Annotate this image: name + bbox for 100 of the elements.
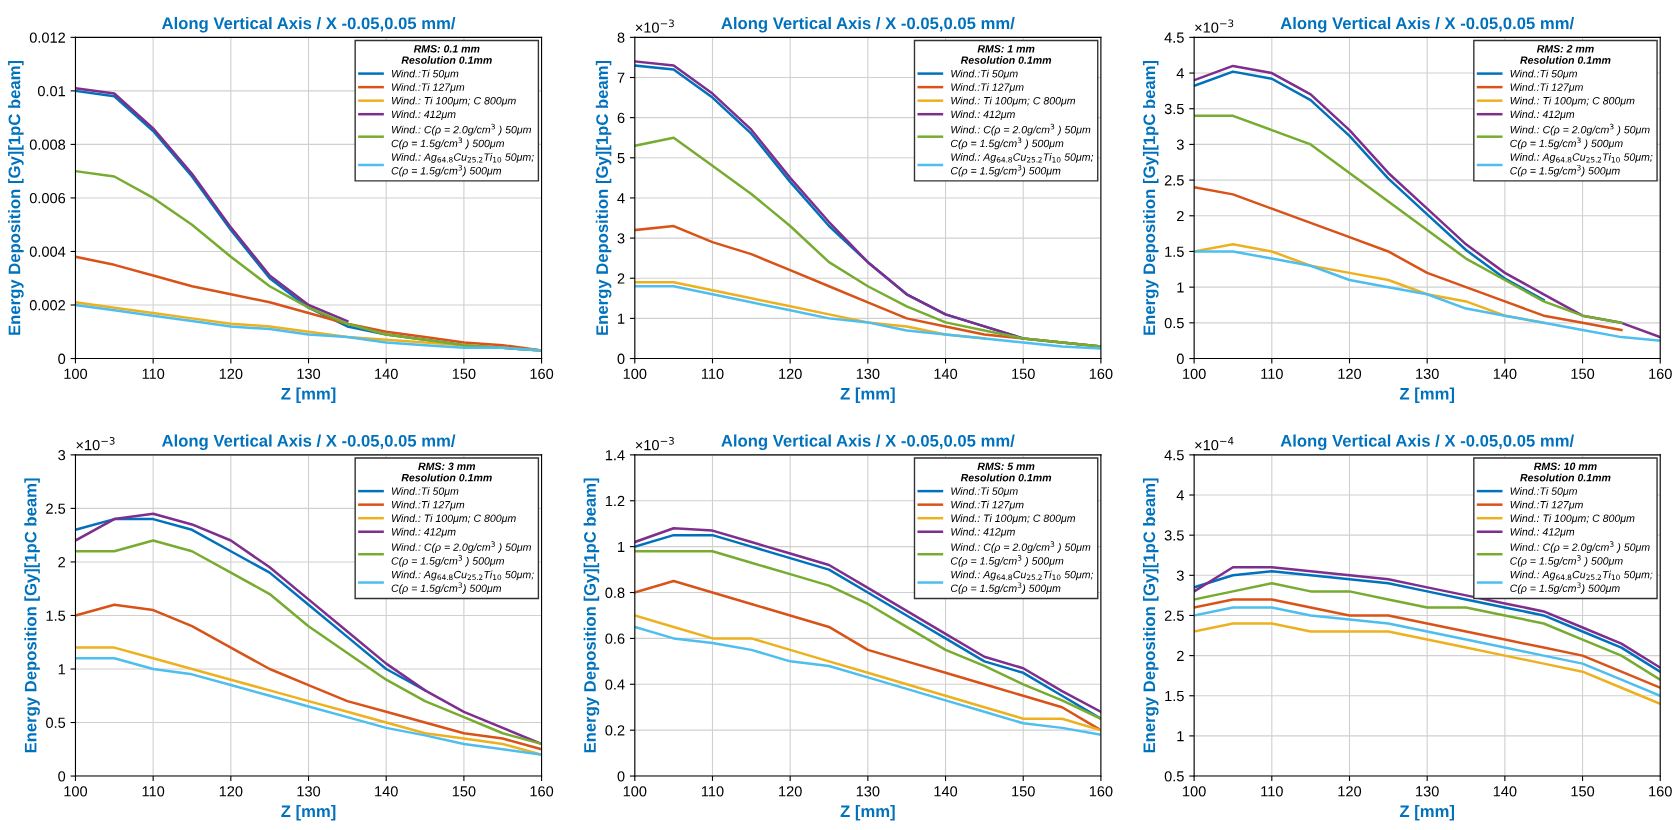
x-tick-label: 160: [1649, 368, 1672, 379]
line-series: [75, 86, 349, 323]
line-series: [75, 603, 542, 751]
x-axis-title: Z [mm]: [840, 387, 895, 403]
legend-title: RMS: 0.1 mm Resolution 0.1mm: [401, 45, 492, 64]
y-tick-label: 0.5: [46, 717, 66, 728]
x-tick-label: 160: [530, 368, 554, 379]
text: Wind.: Ag$_{64.8}$Cu$_{25.2}$Ti$_{10}$ 50μm; C(ρ = 1.5g/cm$^{3}$) 500μm: [391, 570, 534, 595]
chart-title: Along Vertical Axis / X -0.05,0.05 mm/: [1280, 434, 1574, 451]
y-tick-label: 4: [1176, 68, 1184, 79]
y-axis-title: Energy Deposition [Gy][1pC beam]: [1142, 60, 1159, 335]
line-series: [1194, 582, 1661, 681]
x-tick-label: 130: [297, 368, 321, 379]
x-tick-label: 100: [64, 368, 88, 379]
x-tick-label: 110: [701, 368, 724, 379]
x-tick-label: 100: [623, 368, 647, 379]
x-tick-label: 150: [1571, 368, 1595, 379]
x-tick-label: 130: [1416, 786, 1439, 797]
y-tick-label: 0.5: [1164, 317, 1184, 329]
line-series: [634, 285, 1101, 350]
x-tick-label: 120: [779, 368, 802, 379]
legend-title: RMS: 3 mm Resolution 0.1mm: [401, 462, 492, 482]
legend-label: Wind.:Ti 127μm: [951, 83, 1024, 93]
x-tick-label: 150: [1012, 786, 1035, 797]
x-tick-label: 150: [452, 368, 476, 379]
y-tick-label: 0: [617, 771, 625, 782]
y-tick-label: 0.4: [605, 679, 625, 690]
line-series: [1194, 622, 1661, 706]
text: Wind.: C(ρ = 2.0g/cm$^{3}$ ) 50μm C(ρ = 1.5g/cm$^{3}$ ) 500μm: [950, 123, 1091, 150]
legend-label: Wind.: Ti 100μm; C 800μm: [391, 514, 516, 524]
x-tick-label: 110: [1261, 786, 1283, 797]
x-axis-title: Z [mm]: [1399, 387, 1455, 403]
x-tick-label: 150: [1012, 368, 1035, 379]
legend-label: Wind.:Ti 127μm: [391, 83, 465, 93]
legend-label: Wind.:Ti 50μm: [951, 487, 1018, 497]
y-axis-title: Energy Deposition [Gy][1pC beam]: [24, 478, 40, 753]
x-tick-label: 130: [856, 786, 880, 797]
y-axis-title: Energy Deposition [Gy][1pC beam]: [595, 60, 612, 335]
y-tick-label: 1.5: [1165, 246, 1184, 257]
y-tick-label: 0.5: [1164, 771, 1184, 782]
x-tick-label: 140: [375, 368, 398, 379]
x-tick-label: 120: [1338, 368, 1362, 379]
y-tick-label: 2.5: [1164, 175, 1184, 186]
chart-title: Along Vertical Axis / X -0.05,0.05 mm/: [721, 16, 1015, 33]
x-tick-label: 110: [142, 786, 165, 797]
x-axis-title: Z [mm]: [840, 804, 895, 821]
x-tick-label: 100: [623, 786, 647, 797]
text: Wind.: Ag$_{64.8}$Cu$_{25.2}$Ti$_{10}$ 50μm; C(ρ = 1.5g/cm$^{3}$) 500μm: [950, 570, 1094, 595]
y-tick-label: 4.5: [1164, 450, 1184, 461]
legend-label: Wind.:Ti 50μm: [951, 69, 1018, 80]
text: ×10$^{−3}$: [1195, 19, 1234, 33]
legend-label: Wind.: Ti 100μm; C 800μm: [391, 96, 516, 107]
x-tick-label: 150: [452, 786, 476, 797]
x-tick-label: 130: [856, 368, 880, 379]
y-tick-label: 0: [58, 771, 66, 782]
x-tick-label: 110: [1261, 368, 1283, 379]
y-tick-label: 1.2: [605, 495, 625, 507]
legend-label: Wind.: Ti 100μm; C 800μm: [1510, 514, 1635, 524]
x-tick-label: 100: [1183, 786, 1206, 797]
legend-label: Wind.:Ti 127μm: [951, 500, 1024, 511]
y-tick-label: 1: [1177, 731, 1184, 742]
line-series: [1194, 598, 1661, 689]
y-tick-label: 0: [617, 353, 625, 364]
legend-label: Wind.: 412μm: [1510, 110, 1575, 120]
y-tick-label: 0.004: [29, 246, 66, 257]
legend-title: RMS: 10 mm Resolution 0.1mm: [1520, 462, 1611, 482]
text: Wind.: Ag$_{64.8}$Cu$_{25.2}$Ti$_{10}$ 50μm; C(ρ = 1.5g/cm$^{3}$) 500μm: [1510, 153, 1653, 177]
y-tick-label: 0: [1176, 353, 1184, 364]
y-tick-label: 1: [618, 541, 625, 552]
y-tick-label: 6: [617, 112, 625, 124]
y-axis-title: Energy Deposition [Gy][1pC beam]: [583, 478, 600, 753]
chart-title: Along Vertical Axis / X -0.05,0.05 mm/: [161, 16, 456, 33]
text: ×10$^{−3}$: [635, 19, 674, 33]
y-tick-label: 0.2: [605, 725, 625, 736]
y-tick-label: 2: [1177, 650, 1184, 661]
x-tick-label: 140: [1493, 368, 1517, 379]
chart-title: Along Vertical Axis / X -0.05,0.05 mm/: [161, 434, 456, 451]
y-tick-label: 7: [617, 72, 625, 83]
y-tick-label: 1: [1177, 282, 1184, 293]
y-tick-label: 1: [618, 313, 625, 324]
x-tick-label: 160: [530, 786, 554, 797]
y-tick-label: 0.008: [29, 139, 66, 150]
y-axis-title: Energy Deposition [Gy][1pC beam]: [8, 60, 24, 335]
legend-label: Wind.:Ti 127μm: [1510, 500, 1583, 511]
x-axis-title: Z [mm]: [1399, 804, 1455, 821]
legend-label: Wind.:Ti 50μm: [1510, 487, 1577, 497]
x-tick-label: 120: [1338, 786, 1362, 797]
x-tick-label: 120: [779, 786, 802, 797]
y-axis-title: Energy Deposition [Gy][1pC beam]: [1142, 478, 1159, 753]
y-tick-label: 0.002: [29, 300, 66, 311]
legend-label: Wind.: 412μm: [391, 110, 456, 120]
text: Wind.: Ag$_{64.8}$Cu$_{25.2}$Ti$_{10}$ 50μm; C(ρ = 1.5g/cm$^{3}$) 500μm: [1510, 570, 1653, 595]
text: Wind.: C(ρ = 2.0g/cm$^{3}$ ) 50μm C(ρ = 1.5g/cm$^{3}$ ) 500μm: [391, 123, 531, 150]
y-tick-label: 8: [617, 32, 625, 43]
y-tick-label: 5: [617, 153, 625, 164]
legend-label: Wind.: Ti 100μm; C 800μm: [951, 514, 1076, 524]
legend-label: Wind.:Ti 50μm: [391, 487, 459, 497]
legend-label: Wind.:Ti 127μm: [391, 500, 465, 511]
y-tick-label: 1: [58, 664, 66, 675]
y-tick-label: 2.5: [1164, 610, 1184, 621]
